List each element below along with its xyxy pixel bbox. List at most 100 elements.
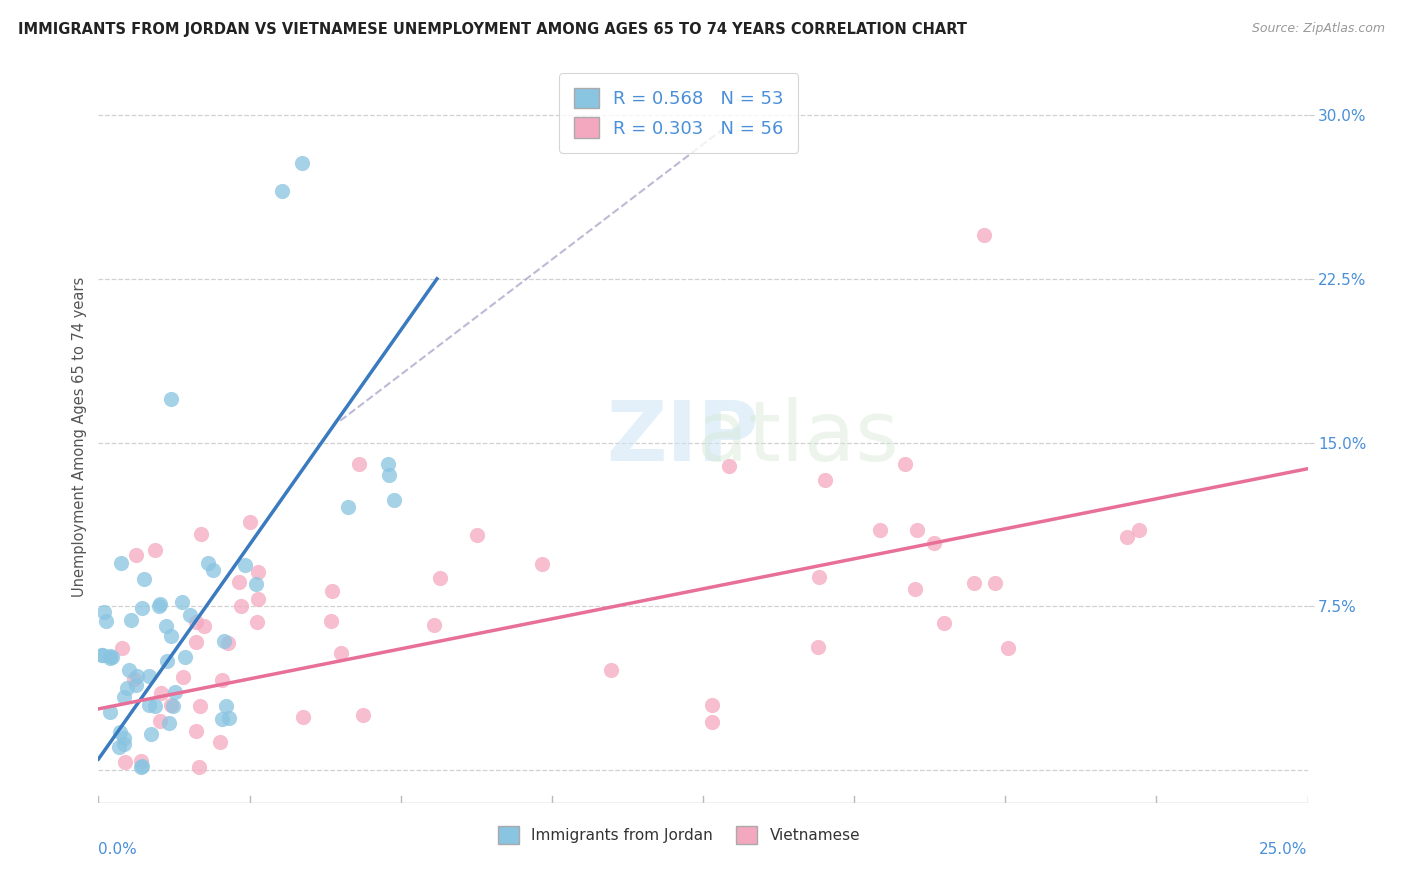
Point [245, 577, 267, 591]
Point [91, 648, 114, 662]
Point [120, 613, 142, 627]
Point [814, 473, 837, 487]
Point [118, 663, 141, 677]
Point [808, 569, 831, 583]
Point [202, 563, 225, 577]
Point [94, 614, 117, 628]
Point [218, 711, 240, 725]
Point [336, 500, 359, 514]
Point [115, 681, 138, 696]
Point [211, 712, 233, 726]
Point [321, 615, 343, 629]
Point [208, 735, 231, 749]
Point [91, 648, 114, 662]
Text: Source: ZipAtlas.com: Source: ZipAtlas.com [1251, 22, 1385, 36]
Point [292, 710, 315, 724]
Point [149, 597, 172, 611]
Text: 25.0%: 25.0% [1260, 842, 1308, 857]
Point [228, 575, 250, 590]
Point [173, 650, 195, 665]
Point [143, 543, 166, 558]
Point [973, 228, 995, 243]
Y-axis label: Unemployment Among Ages 65 to 74 years: Unemployment Among Ages 65 to 74 years [72, 277, 87, 598]
Point [93, 605, 115, 619]
Point [159, 629, 181, 643]
Point [377, 468, 399, 483]
Point [112, 690, 135, 704]
Point [184, 724, 207, 739]
Point [184, 615, 207, 629]
Point [138, 669, 160, 683]
Point [141, 727, 163, 741]
Legend: Immigrants from Jordan, Vietnamese: Immigrants from Jordan, Vietnamese [492, 820, 866, 850]
Point [148, 714, 170, 728]
Point [321, 584, 343, 599]
Point [329, 646, 352, 660]
Text: ZIP: ZIP [606, 397, 759, 477]
Point [179, 608, 201, 623]
Point [212, 634, 235, 648]
Point [108, 725, 131, 739]
Point [997, 641, 1019, 656]
Point [894, 458, 917, 472]
Point [904, 582, 927, 597]
Point [600, 664, 623, 678]
Point [465, 528, 488, 542]
Point [347, 458, 370, 472]
Text: atlas: atlas [697, 397, 898, 477]
Point [352, 708, 374, 723]
Point [229, 599, 252, 613]
Point [217, 636, 239, 650]
Point [702, 714, 724, 729]
Point [107, 739, 129, 754]
Point [148, 599, 170, 613]
Point [246, 615, 269, 629]
Point [193, 619, 215, 633]
Point [98, 649, 121, 664]
Point [905, 523, 928, 537]
Point [125, 548, 148, 562]
Point [197, 556, 219, 570]
Point [214, 698, 236, 713]
Point [112, 731, 135, 745]
Point [159, 698, 181, 713]
Point [700, 698, 723, 712]
Point [110, 556, 132, 570]
Point [807, 640, 830, 654]
Point [170, 595, 193, 609]
Point [963, 575, 986, 590]
Point [111, 640, 134, 655]
Point [98, 651, 121, 665]
Point [271, 185, 294, 199]
Point [934, 615, 956, 630]
Point [162, 698, 184, 713]
Point [1128, 523, 1150, 537]
Point [922, 536, 945, 550]
Point [163, 684, 186, 698]
Point [122, 673, 145, 687]
Point [129, 754, 152, 768]
Point [125, 669, 148, 683]
Point [138, 698, 160, 713]
Point [984, 576, 1007, 591]
Point [377, 457, 399, 471]
Point [187, 760, 209, 774]
Point [382, 493, 405, 508]
Point [869, 523, 891, 537]
Point [112, 738, 135, 752]
Point [156, 654, 179, 668]
Point [718, 458, 741, 473]
Point [211, 673, 233, 687]
Point [190, 527, 212, 541]
Point [131, 601, 153, 615]
Point [157, 715, 180, 730]
Point [290, 156, 312, 170]
Point [429, 571, 451, 585]
Point [1116, 530, 1139, 544]
Point [114, 755, 136, 769]
Point [423, 618, 446, 632]
Point [150, 686, 173, 700]
Text: 0.0%: 0.0% [98, 842, 138, 857]
Point [530, 557, 553, 571]
Point [247, 592, 270, 607]
